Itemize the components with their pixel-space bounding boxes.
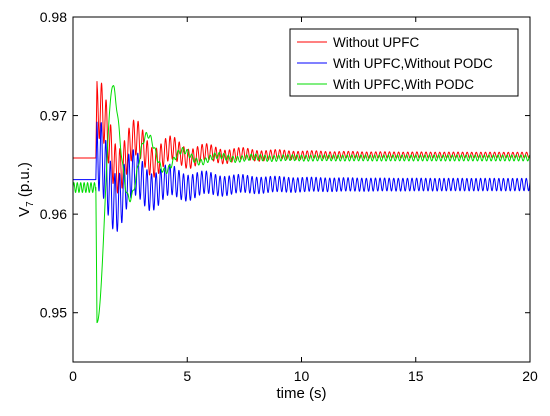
series-line-2 [72, 121, 531, 232]
y-axis-title-main: V [16, 207, 33, 217]
legend: Without UPFC With UPFC,Without PODC With U… [289, 28, 519, 97]
y-tick-label: 0.96 [40, 206, 67, 222]
x-tick-label: 5 [183, 368, 191, 384]
legend-label-2: With UPFC,Without PODC [333, 56, 493, 71]
y-axis-title: V7 (p.u.) [16, 162, 36, 217]
x-tick-label: 20 [522, 368, 538, 384]
x-tick-label: 10 [294, 368, 310, 384]
x-axis-title: time (s) [277, 385, 327, 402]
legend-label-1: Without UPFC [333, 35, 420, 50]
y-tick-label: 0.97 [40, 108, 67, 124]
legend-label-3: With UPFC,With PODC [333, 77, 474, 92]
series-line-3 [72, 85, 531, 324]
x-tick-label: 15 [408, 368, 424, 384]
y-tick-label: 0.98 [40, 9, 67, 25]
x-tick-label: 0 [69, 368, 77, 384]
y-tick-label: 0.95 [40, 305, 67, 321]
ticks-layer: 0 5 10 15 20 0.95 0.96 0.97 0.98 [40, 9, 538, 384]
series-layer [72, 81, 531, 324]
legend-box [289, 28, 519, 97]
y-axis-title-unit: (p.u.) [16, 162, 33, 201]
y-axis-title-subscript: 7 [25, 201, 36, 207]
